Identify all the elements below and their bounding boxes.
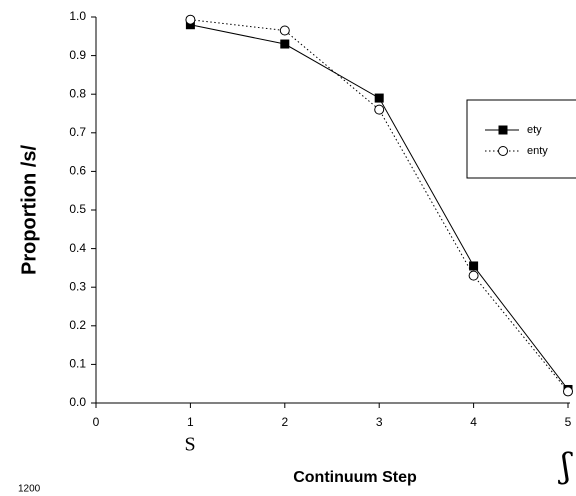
annotation: S xyxy=(184,434,195,456)
annotation: 1200 xyxy=(18,484,41,495)
legend-label: ety xyxy=(527,124,542,136)
y-tick-label: 0.1 xyxy=(69,357,86,371)
annotation: ʃ xyxy=(557,446,573,486)
y-tick-label: 1.0 xyxy=(69,9,86,23)
x-tick-label: 3 xyxy=(376,415,383,429)
y-tick-label: 0.8 xyxy=(69,86,86,100)
series-line xyxy=(190,19,569,392)
x-axis-title: Continuum Step xyxy=(293,469,417,486)
marker-circle xyxy=(498,146,508,156)
marker-circle xyxy=(279,25,290,36)
marker-circle xyxy=(185,14,196,25)
x-tick-label: 5 xyxy=(565,415,572,429)
y-tick-label: 0.4 xyxy=(69,241,86,255)
marker-square xyxy=(374,93,384,103)
y-tick-label: 0.3 xyxy=(69,279,86,293)
y-tick-label: 0.7 xyxy=(69,125,86,139)
x-tick-label: 2 xyxy=(281,415,288,429)
y-axis-title: Proportion /s/ xyxy=(18,145,40,275)
x-tick-label: 1 xyxy=(187,415,194,429)
marker-square xyxy=(498,125,508,135)
marker-circle xyxy=(563,386,573,397)
marker-square xyxy=(185,20,195,30)
legend-box xyxy=(466,99,576,179)
y-tick-label: 0.6 xyxy=(69,164,86,178)
y-tick-label: 0.2 xyxy=(69,318,86,332)
marker-circle xyxy=(374,104,385,115)
marker-circle xyxy=(468,270,479,281)
y-tick-label: 0.9 xyxy=(69,48,86,62)
y-tick-label: 0.0 xyxy=(69,395,86,409)
legend-label: enty xyxy=(527,145,548,157)
marker-square xyxy=(469,261,479,271)
x-tick-label: 4 xyxy=(470,415,477,429)
series-line xyxy=(190,24,569,390)
x-tick-label: 0 xyxy=(93,415,100,429)
marker-square xyxy=(280,39,290,49)
y-tick-label: 0.5 xyxy=(69,202,86,216)
